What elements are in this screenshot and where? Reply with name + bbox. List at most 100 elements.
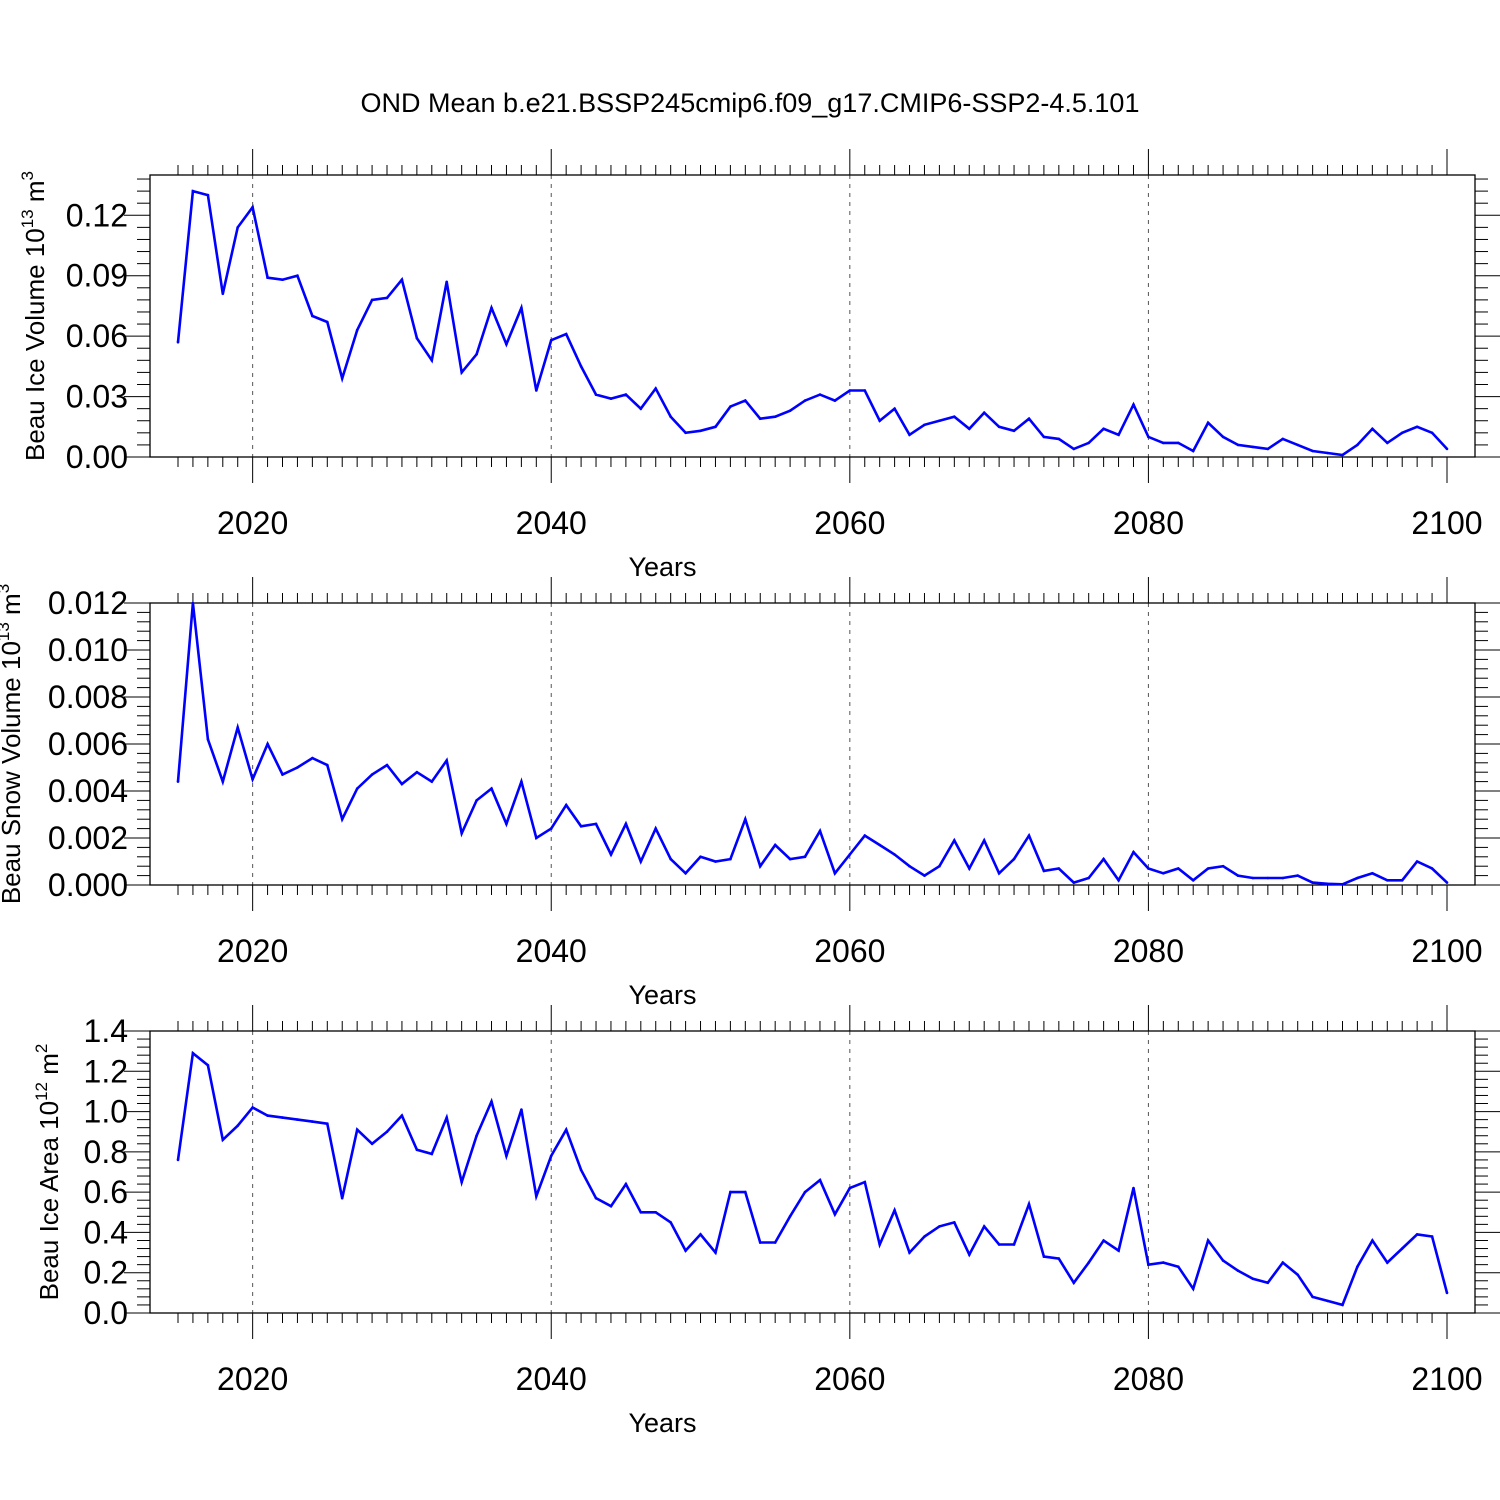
data-point-2039	[535, 1194, 538, 1198]
data-point-2086	[1236, 443, 1240, 447]
data-point-2070	[997, 872, 1001, 875]
data-point-2038	[520, 306, 523, 310]
data-point-2087	[1251, 1277, 1255, 1281]
data-point-2095	[1371, 872, 1374, 875]
series-line	[176, 189, 1448, 457]
data-point-2031	[415, 1148, 419, 1152]
data-point-2057	[803, 855, 807, 859]
x-tick-label: 2080	[1113, 1361, 1184, 1397]
data-point-2087	[1251, 876, 1255, 880]
y-tick-label: 0.008	[48, 679, 128, 715]
data-point-2021	[266, 742, 269, 746]
data-point-2097	[1400, 1247, 1404, 1250]
data-point-2028	[370, 298, 374, 302]
data-point-2095	[1371, 1239, 1374, 1242]
data-point-2034	[460, 832, 464, 835]
data-point-2073	[1042, 869, 1046, 873]
data-point-2063	[893, 407, 896, 411]
data-point-2030	[400, 782, 404, 786]
data-point-2080	[1147, 867, 1150, 870]
data-point-2077	[1102, 857, 1105, 861]
data-point-2040	[549, 827, 553, 830]
data-point-2021	[266, 276, 269, 280]
y-tick-label: 0.012	[48, 585, 128, 621]
data-point-2064	[908, 1251, 911, 1254]
data-point-2034	[460, 1180, 464, 1184]
data-point-2073	[1042, 1255, 1046, 1258]
data-point-2091	[1311, 881, 1314, 884]
y-tick-label: 0.010	[48, 632, 128, 668]
data-point-2028	[370, 1142, 374, 1146]
data-point-2053	[744, 817, 747, 821]
data-point-2089	[1281, 876, 1285, 880]
data-point-2095	[1371, 427, 1374, 431]
data-point-2092	[1326, 451, 1329, 455]
x-tick-label: 2020	[217, 505, 288, 541]
data-point-2098	[1415, 1233, 1419, 1236]
x-tick-label: 2100	[1411, 933, 1482, 969]
data-point-2029	[385, 1130, 389, 1133]
data-point-2052	[729, 857, 732, 861]
data-point-2082	[1177, 441, 1180, 445]
data-point-2036	[490, 787, 493, 790]
data-point-2048	[669, 415, 672, 419]
data-point-2057	[803, 1190, 807, 1194]
y-tick-label: 0.8	[84, 1134, 128, 1170]
data-point-2033	[445, 759, 449, 762]
data-point-2022	[281, 1116, 284, 1119]
x-tick-label: 2060	[814, 1361, 885, 1397]
data-point-2040	[549, 338, 553, 342]
data-point-2088	[1266, 447, 1270, 451]
data-point-2079	[1132, 850, 1135, 854]
data-point-2072	[1027, 1202, 1031, 1206]
data-point-2027	[355, 787, 359, 790]
panel-1: 2020 2040 2060 2080 2100 0.00 0.03 0.06 0.09 0.12…	[18, 149, 1500, 582]
data-point-2070	[997, 1243, 1001, 1246]
data-point-2076	[1087, 441, 1090, 445]
data-point-2058	[818, 829, 822, 833]
panel-3: 2020 2040 2060 2080 2100 0.0 0.2 0.4 0.6 0.8 1.0 1.…	[32, 1005, 1500, 1438]
data-point-2089	[1281, 437, 1285, 441]
data-point-2093	[1341, 883, 1344, 886]
data-point-2040	[549, 1154, 553, 1158]
data-point-2047	[654, 1211, 657, 1214]
data-point-2051	[714, 1251, 717, 1254]
data-point-2033	[445, 1116, 449, 1119]
data-point-2081	[1162, 872, 1165, 875]
data-point-2051	[714, 425, 717, 429]
data-point-2099	[1430, 1235, 1434, 1238]
data-point-2091	[1311, 1295, 1314, 1299]
data-point-2051	[714, 860, 717, 863]
data-point-2075	[1072, 1281, 1076, 1285]
data-point-2053	[744, 1190, 747, 1194]
data-point-2077	[1102, 427, 1105, 431]
data-point-2033	[445, 280, 449, 284]
data-point-2067	[953, 1221, 956, 1224]
x-tick-label: 2100	[1411, 505, 1482, 541]
y-tick-label: 0.12	[66, 197, 128, 233]
data-point-2065	[923, 874, 926, 877]
data-point-2026	[340, 817, 344, 821]
data-point-2042	[579, 1168, 583, 1172]
data-point-2035	[475, 799, 478, 802]
y-tick-label: 0.00	[66, 439, 128, 475]
data-point-2055	[773, 1241, 777, 1244]
data-point-2096	[1386, 1261, 1389, 1264]
data-point-2084	[1206, 421, 1210, 425]
data-point-2054	[758, 1241, 762, 1244]
data-point-2094	[1356, 1265, 1359, 1268]
data-point-2078	[1117, 433, 1120, 437]
panel-2: 2020 2040 2060 2080 2100 0.000 0.002 0.004 0.006…	[0, 577, 1500, 1010]
data-point-2027	[355, 1128, 359, 1131]
data-point-2065	[923, 423, 926, 427]
data-point-2072	[1027, 417, 1031, 421]
x-tick-label: 2040	[516, 1361, 587, 1397]
data-point-2066	[938, 1225, 941, 1228]
data-point-2035	[475, 353, 478, 356]
data-point-2044	[609, 397, 613, 400]
data-point-2094	[1356, 876, 1359, 880]
data-point-2059	[833, 1213, 837, 1216]
x-axis-label: Years	[628, 980, 696, 1010]
data-point-2100	[1445, 447, 1449, 451]
data-point-2074	[1057, 1257, 1061, 1260]
